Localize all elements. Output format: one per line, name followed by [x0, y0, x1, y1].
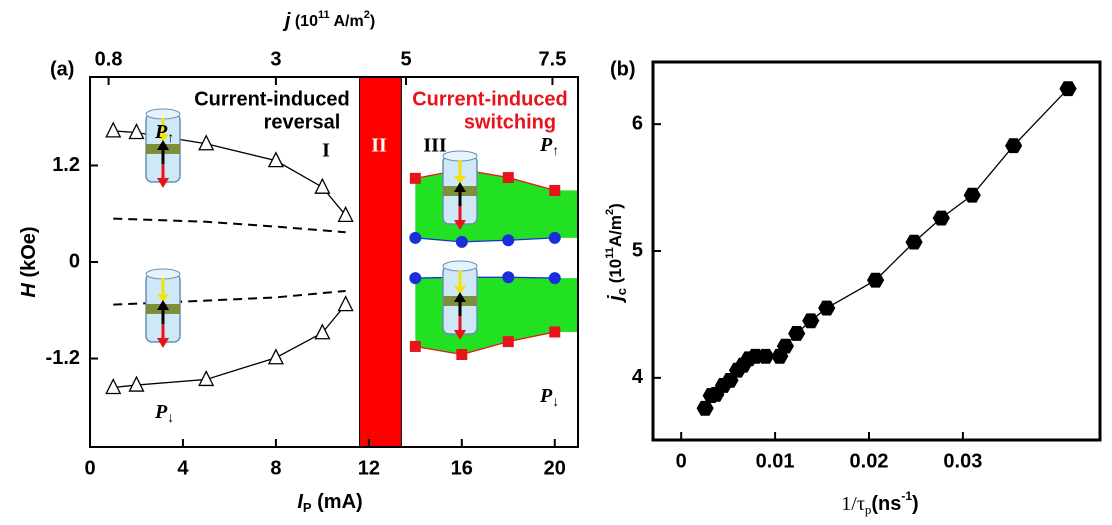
marker — [502, 234, 515, 247]
annotation-part: P — [154, 401, 168, 423]
marker — [105, 378, 122, 395]
y-axis-label: H (kOe) — [18, 226, 40, 297]
x-tick-label: 0.02 — [850, 450, 889, 472]
marker — [337, 205, 354, 222]
annotation: P↑ — [154, 121, 174, 147]
x-tick-label: 12 — [358, 457, 380, 479]
marker — [549, 326, 561, 338]
x-tick-label: 0 — [84, 457, 95, 479]
annotation-part: P — [154, 121, 168, 143]
marker — [198, 134, 215, 151]
marker — [502, 271, 515, 284]
marker — [696, 400, 714, 416]
x-tick-label: 0 — [676, 450, 687, 472]
annotation-part: ↑ — [552, 144, 559, 159]
annotation: reversal — [264, 111, 341, 133]
pillar-icon — [144, 267, 182, 350]
series-line — [415, 276, 555, 279]
annotation: II — [371, 135, 387, 157]
top-tick-label: 0.8 — [95, 48, 123, 70]
marker — [128, 375, 145, 392]
y-tick-label: 5 — [632, 239, 643, 261]
annotation: switching — [464, 111, 556, 133]
series-line — [113, 217, 346, 234]
annotation: Current-induced — [412, 88, 568, 110]
x-tick-label: 16 — [451, 457, 473, 479]
panel-a: (a) j (1011 A/m2) IP (mA) H (kOe) 0 4 8 12 1… — [18, 9, 579, 515]
marker — [502, 172, 514, 184]
marker — [314, 177, 331, 194]
annotation-part: P — [539, 134, 553, 156]
x-tick-label: 0.01 — [756, 450, 795, 472]
marker — [776, 338, 794, 354]
marker — [866, 272, 885, 288]
pillar-icon — [441, 149, 479, 232]
marker — [267, 348, 284, 365]
series-line — [415, 331, 555, 356]
green-band — [415, 169, 578, 242]
annotation: P↓ — [539, 385, 559, 411]
y-tick-label: -1.2 — [46, 347, 80, 369]
x-tick-label: 4 — [177, 457, 189, 479]
marker — [1059, 81, 1077, 97]
marker — [455, 235, 468, 248]
green-band — [415, 277, 578, 355]
top-tick-label: 5 — [400, 48, 411, 70]
panel-label: (b) — [610, 58, 636, 80]
marker — [757, 348, 775, 364]
y-tick-label: 0 — [69, 250, 80, 272]
marker — [267, 151, 284, 168]
y-tick-label: 4 — [632, 366, 644, 388]
x-tick-label: 0.03 — [943, 450, 982, 472]
y-axis-label: jc (1011A/m2) — [604, 203, 630, 304]
marker — [409, 340, 421, 352]
annotation-part: ↓ — [167, 411, 174, 426]
annotation: P↓ — [154, 401, 174, 427]
top-tick-label: 3 — [270, 48, 281, 70]
marker — [1005, 138, 1023, 154]
series-line — [415, 237, 555, 243]
marker — [932, 210, 950, 226]
marker — [409, 172, 421, 184]
marker — [963, 187, 981, 203]
marker — [337, 295, 354, 312]
top-axis-label: j (1011 A/m2) — [282, 9, 375, 32]
panel-b: (b) 1/τp(ns-1) jc (1011A/m2) 0 0.01 0.02 0.… — [604, 58, 1102, 517]
marker — [788, 326, 806, 341]
marker — [502, 336, 514, 348]
x-axis-label: IP (mA) — [297, 491, 362, 515]
x-tick-label: 8 — [270, 457, 281, 479]
marker — [802, 313, 820, 329]
x-axis-label: 1/τp(ns-1) — [841, 489, 918, 517]
y-tick-label: 1.2 — [52, 154, 80, 176]
annotation: Current-induced — [194, 88, 350, 110]
region-span — [359, 76, 402, 448]
annotation: I — [322, 140, 330, 162]
annotation-part: ↓ — [552, 395, 559, 410]
annotation: P↑ — [539, 134, 559, 160]
annotation-part: P — [539, 385, 553, 407]
marker — [105, 121, 122, 138]
top-tick-label: 7.5 — [539, 48, 567, 70]
y-tick-label: 6 — [632, 112, 643, 134]
marker — [409, 272, 422, 285]
marker — [409, 231, 422, 244]
annotation: III — [423, 135, 447, 157]
marker — [314, 323, 331, 340]
panel-label: (a) — [50, 58, 74, 80]
series-line — [415, 168, 555, 192]
marker — [549, 184, 561, 196]
marker — [548, 231, 561, 244]
marker — [548, 272, 561, 285]
marker — [905, 234, 923, 250]
marker — [456, 349, 468, 360]
marker — [818, 300, 836, 316]
marker — [128, 123, 145, 140]
marker — [198, 369, 215, 387]
pillar-icon — [441, 259, 479, 342]
annotation-part: ↑ — [167, 131, 174, 146]
x-tick-label: 20 — [544, 457, 566, 479]
